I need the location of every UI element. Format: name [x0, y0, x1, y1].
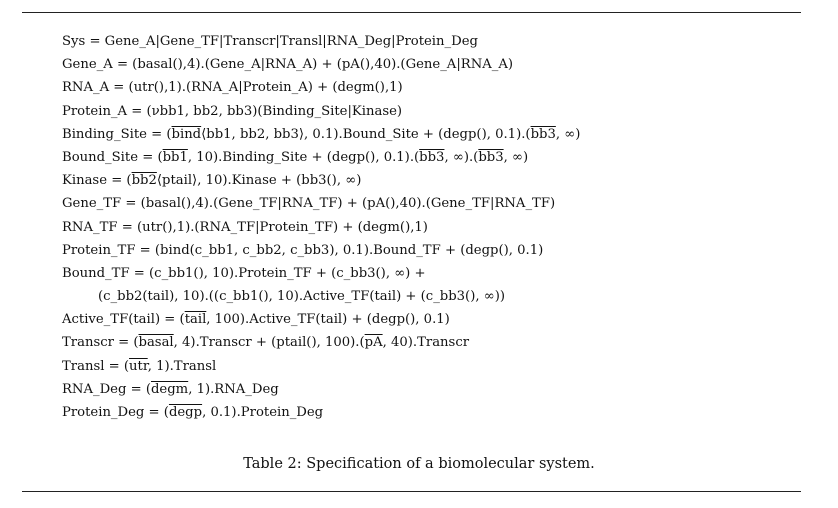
- spec-text: Kinase = (: [62, 173, 132, 189]
- spec-text: , 1).Transl: [147, 358, 217, 374]
- spec-line: Protein_TF = (bind(c_bb1, c_bb2, c_bb3),…: [62, 239, 802, 262]
- spec-text: , ∞): [555, 126, 581, 142]
- spec-line: Sys = Gene_A|Gene_TF|Transcr|Transl|RNA_…: [62, 30, 802, 53]
- spec-line: Binding_Site = (bind⟨bb1, bb2, bb3⟩, 0.1…: [62, 123, 802, 146]
- spec-text: , 4).Transcr + (ptail(), 100).(: [173, 335, 365, 351]
- bottom-rule: [22, 491, 801, 492]
- overlined-channel: pA: [364, 335, 383, 351]
- spec-line: RNA_Deg = (degm, 1).RNA_Deg: [62, 378, 802, 401]
- overlined-channel: bb3: [478, 149, 504, 165]
- spec-text: , 40).Transcr: [382, 335, 470, 351]
- table-caption: Table 2: Specification of a biomolecular…: [243, 456, 595, 472]
- spec-text: (c_bb2(tail), 10).((c_bb1(), 10).Active_…: [98, 289, 506, 305]
- spec-text: ⟨bb1, bb2, bb3⟩, 0.1).Bound_Site + (degp…: [201, 126, 531, 142]
- spec-text: Active_TF(tail) = (: [62, 312, 185, 328]
- spec-text: Bound_TF = (c_bb1(), 10).Protein_TF + (c…: [62, 265, 426, 281]
- spec-line: RNA_A = (utr(),1).(RNA_A|Protein_A) + (d…: [62, 76, 802, 99]
- spec-text: , ∞).(: [444, 149, 479, 165]
- overlined-channel: tail: [184, 312, 207, 328]
- overlined-channel: bb2: [131, 173, 157, 189]
- spec-line: Transcr = (basal, 4).Transcr + (ptail(),…: [62, 331, 802, 354]
- spec-text: , 1).RNA_Deg: [188, 381, 279, 397]
- spec-text: Protein_A = (νbb1, bb2, bb3)(Binding_Sit…: [62, 103, 403, 119]
- spec-text: ⟨ptail⟩, 10).Kinase + (bb3(), ∞): [156, 173, 362, 189]
- overlined-channel: bb3: [419, 149, 445, 165]
- spec-text: RNA_Deg = (: [62, 381, 151, 397]
- spec-line: (c_bb2(tail), 10).((c_bb1(), 10).Active_…: [62, 285, 802, 308]
- spec-line: Bound_Site = (bb1, 10).Binding_Site + (d…: [62, 146, 802, 169]
- spec-text: Binding_Site = (: [62, 126, 172, 142]
- spec-line: Active_TF(tail) = (tail, 100).Active_TF(…: [62, 308, 802, 331]
- overlined-channel: bind: [171, 126, 202, 142]
- spec-text: RNA_A = (utr(),1).(RNA_A|Protein_A) + (d…: [62, 80, 403, 96]
- spec-text: , ∞): [503, 149, 529, 165]
- spec-text: Transl = (: [62, 358, 130, 374]
- specification-block: Sys = Gene_A|Gene_TF|Transcr|Transl|RNA_…: [62, 30, 802, 424]
- spec-text: , 10).Binding_Site + (degp(), 0.1).(: [187, 149, 420, 165]
- spec-text: Gene_A = (basal(),4).(Gene_A|RNA_A) + (p…: [62, 57, 514, 73]
- overlined-channel: bb3: [530, 126, 556, 142]
- spec-text: Gene_TF = (basal(),4).(Gene_TF|RNA_TF) +…: [62, 196, 556, 212]
- spec-text: Protein_Deg = (: [62, 405, 169, 420]
- spec-line: Transl = (utr, 1).Transl: [62, 355, 802, 378]
- spec-line: Bound_TF = (c_bb1(), 10).Protein_TF + (c…: [62, 262, 802, 285]
- spec-line: RNA_TF = (utr(),1).(RNA_TF|Protein_TF) +…: [62, 216, 802, 239]
- overlined-channel: degp: [168, 405, 203, 420]
- spec-line: Gene_TF = (basal(),4).(Gene_TF|RNA_TF) +…: [62, 192, 802, 215]
- spec-text: RNA_TF = (utr(),1).(RNA_TF|Protein_TF) +…: [62, 219, 428, 235]
- spec-text: , 0.1).Protein_Deg: [202, 405, 324, 420]
- overlined-channel: bb1: [162, 149, 188, 165]
- spec-line: Protein_Deg = (degp, 0.1).Protein_Deg: [62, 401, 802, 424]
- overlined-channel: degm: [150, 381, 189, 397]
- spec-line: Gene_A = (basal(),4).(Gene_A|RNA_A) + (p…: [62, 53, 802, 76]
- spec-text: Sys = Gene_A|Gene_TF|Transcr|Transl|RNA_…: [62, 34, 478, 49]
- top-rule: [22, 12, 801, 13]
- spec-text: Protein_TF = (bind(c_bb1, c_bb2, c_bb3),…: [62, 242, 544, 258]
- spec-line: Protein_A = (νbb1, bb2, bb3)(Binding_Sit…: [62, 100, 802, 123]
- overlined-channel: utr: [129, 358, 148, 374]
- spec-text: , 100).Active_TF(tail) + (degp(), 0.1): [206, 312, 450, 328]
- spec-text: Bound_Site = (: [62, 149, 163, 165]
- spec-text: Transcr = (: [62, 335, 139, 351]
- overlined-channel: basal: [138, 335, 174, 351]
- spec-line: Kinase = (bb2⟨ptail⟩, 10).Kinase + (bb3(…: [62, 169, 802, 192]
